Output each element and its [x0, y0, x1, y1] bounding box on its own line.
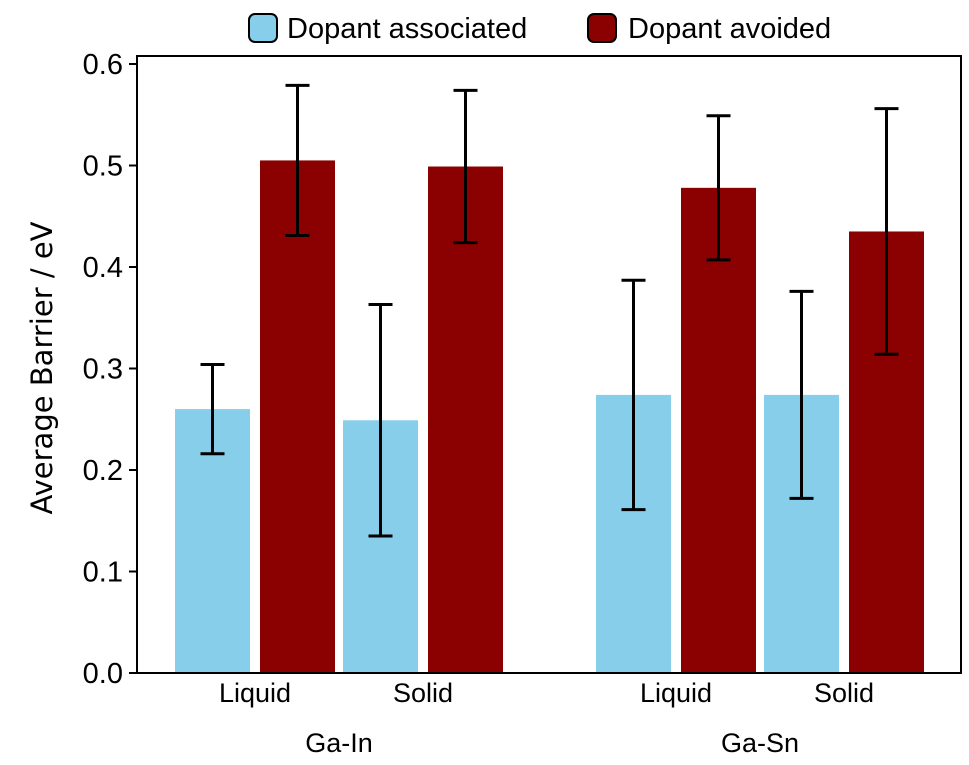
x-group-label: Ga-In — [305, 728, 373, 758]
legend-swatch-dopant-avoided — [587, 13, 617, 43]
bars — [175, 160, 924, 674]
y-tick-label: 0.1 — [83, 557, 123, 589]
x-group-label: Ga-Sn — [721, 728, 799, 758]
bar-ga-in-liquid-series-1 — [260, 160, 335, 674]
legend-label-dopant-associated: Dopant associated — [287, 13, 527, 45]
y-tick-label: 0.2 — [83, 455, 123, 487]
y-axis-title: Average Barrier / eV — [25, 221, 59, 514]
y-tick-label: 0.4 — [83, 252, 123, 284]
plot-area-frame — [136, 55, 962, 674]
bar-ga-sn-liquid-series-1 — [681, 187, 756, 673]
x-category-label: Liquid — [640, 678, 712, 708]
y-tick-label: 0.5 — [83, 151, 123, 183]
bar-ga-in-solid-series-1 — [428, 166, 503, 673]
y-tick-label: 0.3 — [83, 354, 123, 386]
x-axis-category-labels: Liquid Solid Ga-In Liquid Solid Ga-Sn — [219, 678, 874, 758]
x-category-label: Solid — [814, 678, 874, 708]
x-category-label: Liquid — [219, 678, 291, 708]
y-tick-label: 0.0 — [83, 658, 123, 690]
legend: Dopant associated Dopant avoided — [248, 13, 831, 45]
y-tick-label: 0.6 — [83, 49, 123, 81]
y-axis-ticks: 0.0 0.1 0.2 0.3 0.4 0.5 0.6 — [83, 49, 137, 690]
x-category-label: Solid — [393, 678, 453, 708]
legend-label-dopant-avoided: Dopant avoided — [628, 13, 831, 45]
error-bars — [200, 83, 899, 538]
legend-swatch-dopant-associated — [248, 13, 278, 43]
